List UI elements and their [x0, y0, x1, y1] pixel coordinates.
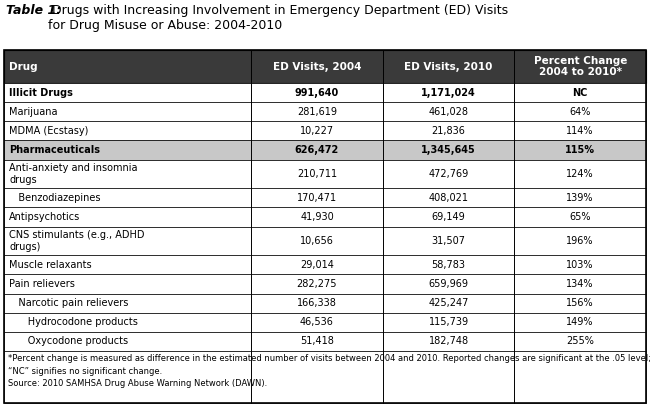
Bar	[4, 141, 646, 160]
Text: Hydrocodone products: Hydrocodone products	[9, 317, 138, 327]
Text: Pharmaceuticals: Pharmaceuticals	[9, 145, 100, 155]
Text: 69,149: 69,149	[432, 212, 465, 222]
Text: Benzodiazepines: Benzodiazepines	[9, 193, 101, 203]
Bar	[4, 226, 646, 255]
Text: ED Visits, 2004: ED Visits, 2004	[273, 62, 361, 72]
Text: 281,619: 281,619	[297, 107, 337, 117]
Text: Illicit Drugs: Illicit Drugs	[9, 87, 73, 98]
Text: 461,028: 461,028	[428, 107, 469, 117]
Text: 21,836: 21,836	[432, 126, 465, 136]
Text: 182,748: 182,748	[428, 337, 469, 346]
Text: MDMA (Ecstasy): MDMA (Ecstasy)	[9, 126, 88, 136]
Text: 51,418: 51,418	[300, 337, 334, 346]
Text: 103%: 103%	[566, 260, 594, 270]
Bar	[4, 294, 646, 313]
Text: 10,227: 10,227	[300, 126, 334, 136]
Text: 282,275: 282,275	[296, 279, 337, 289]
Text: 115,739: 115,739	[428, 317, 469, 327]
Text: Drug: Drug	[9, 62, 38, 72]
Text: 472,769: 472,769	[428, 169, 469, 179]
Text: 991,640: 991,640	[295, 87, 339, 98]
Bar	[4, 50, 646, 83]
Text: 134%: 134%	[566, 279, 594, 289]
Text: Drugs with Increasing Involvement in Emergency Department (ED) Visits
for Drug M: Drugs with Increasing Involvement in Eme…	[48, 4, 508, 32]
Text: 139%: 139%	[566, 193, 594, 203]
Bar	[4, 188, 646, 207]
Text: Marijuana: Marijuana	[9, 107, 57, 117]
Text: 10,656: 10,656	[300, 236, 334, 246]
Text: Narcotic pain relievers: Narcotic pain relievers	[9, 298, 129, 308]
Text: 210,711: 210,711	[297, 169, 337, 179]
Bar	[4, 121, 646, 141]
Text: CNS stimulants (e.g., ADHD
drugs): CNS stimulants (e.g., ADHD drugs)	[9, 230, 144, 252]
Text: 149%: 149%	[566, 317, 594, 327]
Text: 64%: 64%	[569, 107, 591, 117]
Text: 1,171,024: 1,171,024	[421, 87, 476, 98]
Text: Anti-anxiety and insomnia
drugs: Anti-anxiety and insomnia drugs	[9, 163, 138, 185]
Text: 170,471: 170,471	[297, 193, 337, 203]
Text: 1,345,645: 1,345,645	[421, 145, 476, 155]
Text: 58,783: 58,783	[432, 260, 465, 270]
Text: Antipsychotics: Antipsychotics	[9, 212, 80, 222]
Text: Muscle relaxants: Muscle relaxants	[9, 260, 92, 270]
Text: 626,472: 626,472	[295, 145, 339, 155]
Text: 114%: 114%	[566, 126, 594, 136]
Text: 41,930: 41,930	[300, 212, 334, 222]
Text: Oxycodone products: Oxycodone products	[9, 337, 128, 346]
Bar	[4, 313, 646, 332]
Text: 156%: 156%	[566, 298, 594, 308]
Bar	[4, 207, 646, 226]
Text: 46,536: 46,536	[300, 317, 334, 327]
Text: *Percent change is measured as difference in the estimated number of visits betw: *Percent change is measured as differenc…	[8, 354, 650, 388]
Text: Percent Change
2004 to 2010*: Percent Change 2004 to 2010*	[534, 56, 627, 77]
Text: 29,014: 29,014	[300, 260, 334, 270]
Text: 115%: 115%	[566, 145, 595, 155]
Text: 65%: 65%	[569, 212, 591, 222]
Bar	[4, 102, 646, 121]
Text: 166,338: 166,338	[297, 298, 337, 308]
Text: 425,247: 425,247	[428, 298, 469, 308]
Bar	[4, 160, 646, 188]
Bar	[4, 351, 646, 403]
Bar	[4, 83, 646, 102]
Text: 124%: 124%	[566, 169, 594, 179]
Bar	[4, 275, 646, 294]
Text: NC: NC	[573, 87, 588, 98]
Text: ED Visits, 2010: ED Visits, 2010	[404, 62, 493, 72]
Text: 31,507: 31,507	[432, 236, 465, 246]
Bar	[4, 332, 646, 351]
Text: Table 1:: Table 1:	[6, 4, 61, 17]
Bar	[4, 255, 646, 275]
Text: 196%: 196%	[566, 236, 594, 246]
Text: 255%: 255%	[566, 337, 594, 346]
Bar	[4, 50, 646, 403]
Text: 408,021: 408,021	[428, 193, 469, 203]
Text: 659,969: 659,969	[428, 279, 469, 289]
Text: Pain relievers: Pain relievers	[9, 279, 75, 289]
